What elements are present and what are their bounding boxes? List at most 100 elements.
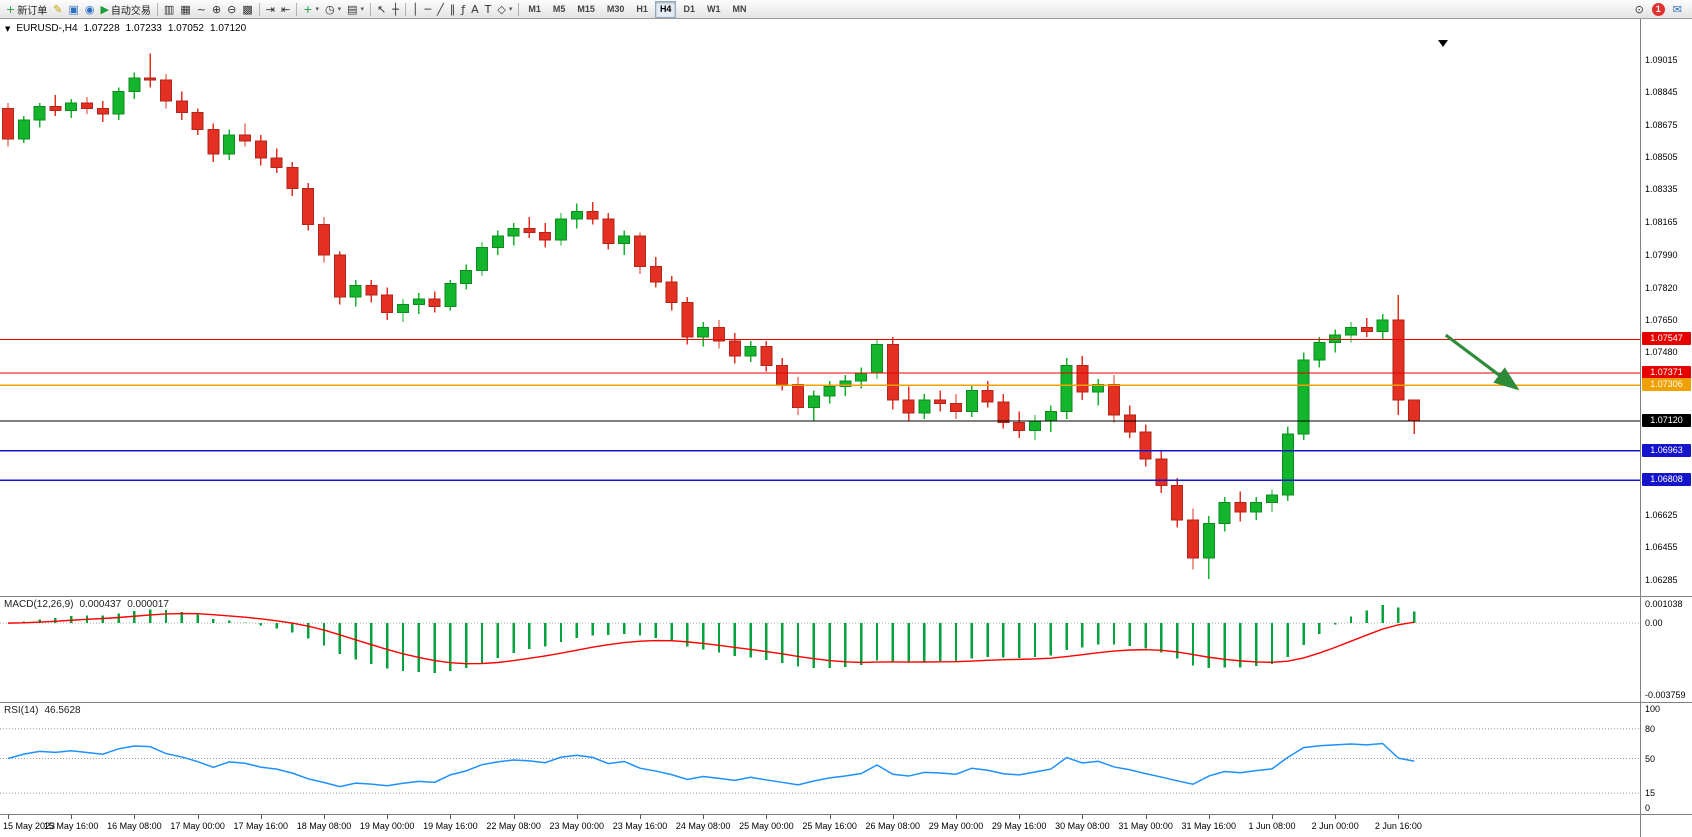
price-chart-panel[interactable]: ▼ EURUSD-,H4 1.07228 1.07233 1.07052 1.0… (0, 19, 1640, 596)
new-order-button[interactable]: + 新订单 (3, 1, 50, 18)
cursor-button[interactable]: ↖ (374, 1, 389, 18)
fibonacci-button[interactable]: ƒ (458, 1, 468, 18)
time-axis-label: 23 May 00:00 (549, 821, 605, 831)
bar-chart-button[interactable]: ▥ (161, 1, 177, 18)
print-button[interactable]: ▣ (65, 1, 81, 18)
indicators-button[interactable]: + ▾ (300, 1, 322, 18)
time-axis-tick (766, 815, 768, 819)
time-axis-tick (1208, 815, 1210, 819)
horizontal-line-button[interactable]: ─ (421, 1, 434, 18)
price-tick-label: 1.06625 (1645, 510, 1678, 521)
time-axis-tick (576, 815, 578, 819)
crosshair-button[interactable]: ┼ (389, 1, 402, 18)
community-button[interactable]: ◉ (82, 1, 98, 18)
vertical-line-button[interactable]: │ (409, 1, 422, 18)
macd-header: MACD(12,26,9) 0.000437 0.000017 (4, 599, 169, 610)
time-axis-tick (892, 815, 894, 819)
timeframe-h1[interactable]: H1 (636, 3, 648, 14)
print-icon: ▣ (68, 2, 79, 16)
rsi-value: 46.5628 (44, 705, 81, 716)
chart-shift-icon: ⇤ (281, 2, 291, 16)
metaeditor-button[interactable]: ✎ (50, 1, 65, 18)
timeframe-m5[interactable]: M5 (552, 3, 566, 14)
time-axis[interactable]: 15 May 2023 15 May 16:00 16 May 08:00 17 Ma… (0, 815, 1640, 837)
crosshair-icon: ┼ (392, 2, 399, 16)
timeframe-mn[interactable]: MN (732, 3, 747, 14)
templates-icon: ▤ (347, 2, 358, 16)
price-tick-label: 1.06285 (1645, 574, 1678, 585)
one-click-trading-toggle[interactable]: ▼ (5, 24, 11, 33)
shapes-button[interactable]: ◇ ▾ (494, 1, 515, 18)
time-axis-tick (1398, 815, 1400, 819)
main-toolbar: + 新订单 ✎ ▣ ◉ ▶ 自动交易 ▥ ▦ ~ ⊕ ⊖ ▩ ⇥ ⇤ + ▾ ◷ ▾ ▤ ▾ ↖ ┼ │ ─ ╱ ∥ ƒ A T ◇ ▾ M1 M… (0, 0, 1692, 19)
label-icon: T (484, 2, 492, 16)
timeframe-w1[interactable]: W1 (706, 3, 721, 14)
timeframe-m30[interactable]: M30 (606, 3, 625, 14)
macd-axis-label: -0.003759 (1645, 690, 1686, 700)
chat-icon: ✉ (1672, 2, 1682, 16)
cursor-icon: ↖ (377, 2, 387, 16)
line-chart-button[interactable]: ~ (194, 1, 209, 18)
toolbar-separator (370, 2, 372, 16)
zoom-in-button[interactable]: ⊕ (209, 1, 224, 18)
rsi-axis-label: 0 (1645, 803, 1651, 813)
time-axis-label: 17 May 00:00 (170, 821, 225, 831)
channel-button[interactable]: ∥ (447, 1, 459, 18)
auto-trading-button[interactable]: ▶ 自动交易 (97, 1, 153, 18)
macd-canvas[interactable] (0, 597, 1640, 702)
price-tick-label: 1.06455 (1645, 542, 1678, 553)
time-axis-label: 17 May 16:00 (233, 821, 289, 831)
time-axis-tick (387, 815, 389, 819)
templates-button[interactable]: ▤ ▾ (344, 1, 367, 18)
candlestick-chart-icon: ▦ (180, 2, 191, 16)
price-axis[interactable]: 1.09015 1.08845 1.08675 1.08505 1.08335 1.081… (1640, 19, 1692, 837)
label-button[interactable]: T (482, 1, 495, 18)
time-axis-label: 15 May 2023 (2, 821, 56, 831)
vertical-line-icon: │ (411, 2, 419, 16)
rsi-canvas[interactable] (0, 703, 1640, 814)
chevron-down-icon: ▾ (360, 5, 365, 13)
zoom-out-button[interactable]: ⊖ (224, 1, 239, 18)
rsi-axis-label: 50 (1645, 753, 1656, 764)
time-axis-label: 29 May 00:00 (928, 821, 984, 831)
candlestick-chart-button[interactable]: ▦ (177, 1, 193, 18)
search-button[interactable]: ⊙ (1632, 1, 1647, 18)
chart-shift-marker[interactable] (1438, 40, 1448, 47)
chevron-down-icon: ▾ (337, 5, 342, 13)
rsi-panel[interactable]: RSI(14) 46.5628 (0, 703, 1640, 814)
panel-splitter-rsi[interactable] (0, 702, 1692, 703)
chart-shift-button[interactable]: ⇤ (278, 1, 293, 18)
price-tick-label: 1.07650 (1645, 314, 1678, 325)
price-tick-label: 1.07480 (1645, 347, 1678, 358)
trend-arrow-annotation[interactable] (1444, 333, 1520, 391)
time-axis-tick (134, 815, 136, 819)
time-axis-tick (71, 815, 73, 819)
rsi-axis-label: 15 (1645, 788, 1656, 799)
trendline-button[interactable]: ╱ (434, 1, 447, 18)
bar-chart-icon: ▥ (163, 2, 175, 16)
chat-button[interactable]: ✉ (1670, 1, 1685, 18)
time-axis-label: 25 May 16:00 (802, 821, 857, 831)
auto-scroll-button[interactable]: ⇥ (263, 1, 278, 18)
toolbar-separator (296, 2, 298, 16)
time-axis-tick (324, 815, 325, 819)
time-axis-tick (1335, 815, 1337, 819)
community-icon: ◉ (84, 2, 95, 16)
time-axis-label: 25 May 00:00 (739, 821, 794, 831)
rsi-name: RSI(14) (4, 705, 39, 716)
timeframe-m1[interactable]: M1 (528, 3, 541, 14)
time-axis-label: 31 May 00:00 (1118, 821, 1173, 831)
price-chart-canvas[interactable] (0, 19, 1640, 596)
tile-windows-button[interactable]: ▩ (239, 1, 255, 18)
panel-splitter-macd[interactable] (0, 596, 1692, 597)
timeframe-m15[interactable]: M15 (577, 3, 595, 14)
timeframe-h4[interactable]: H4 (654, 0, 677, 18)
time-axis-label: 26 May 08:00 (865, 821, 921, 831)
timeframe-d1[interactable]: D1 (683, 3, 695, 14)
time-axis-label: 23 May 16:00 (612, 821, 668, 831)
periods-button[interactable]: ◷ ▾ (322, 1, 344, 18)
price-tick-label: 1.07820 (1645, 282, 1678, 293)
notification-badge[interactable]: 1 (1651, 2, 1665, 16)
text-button[interactable]: A (468, 1, 482, 18)
macd-panel[interactable]: MACD(12,26,9) 0.000437 0.000017 (0, 597, 1640, 702)
